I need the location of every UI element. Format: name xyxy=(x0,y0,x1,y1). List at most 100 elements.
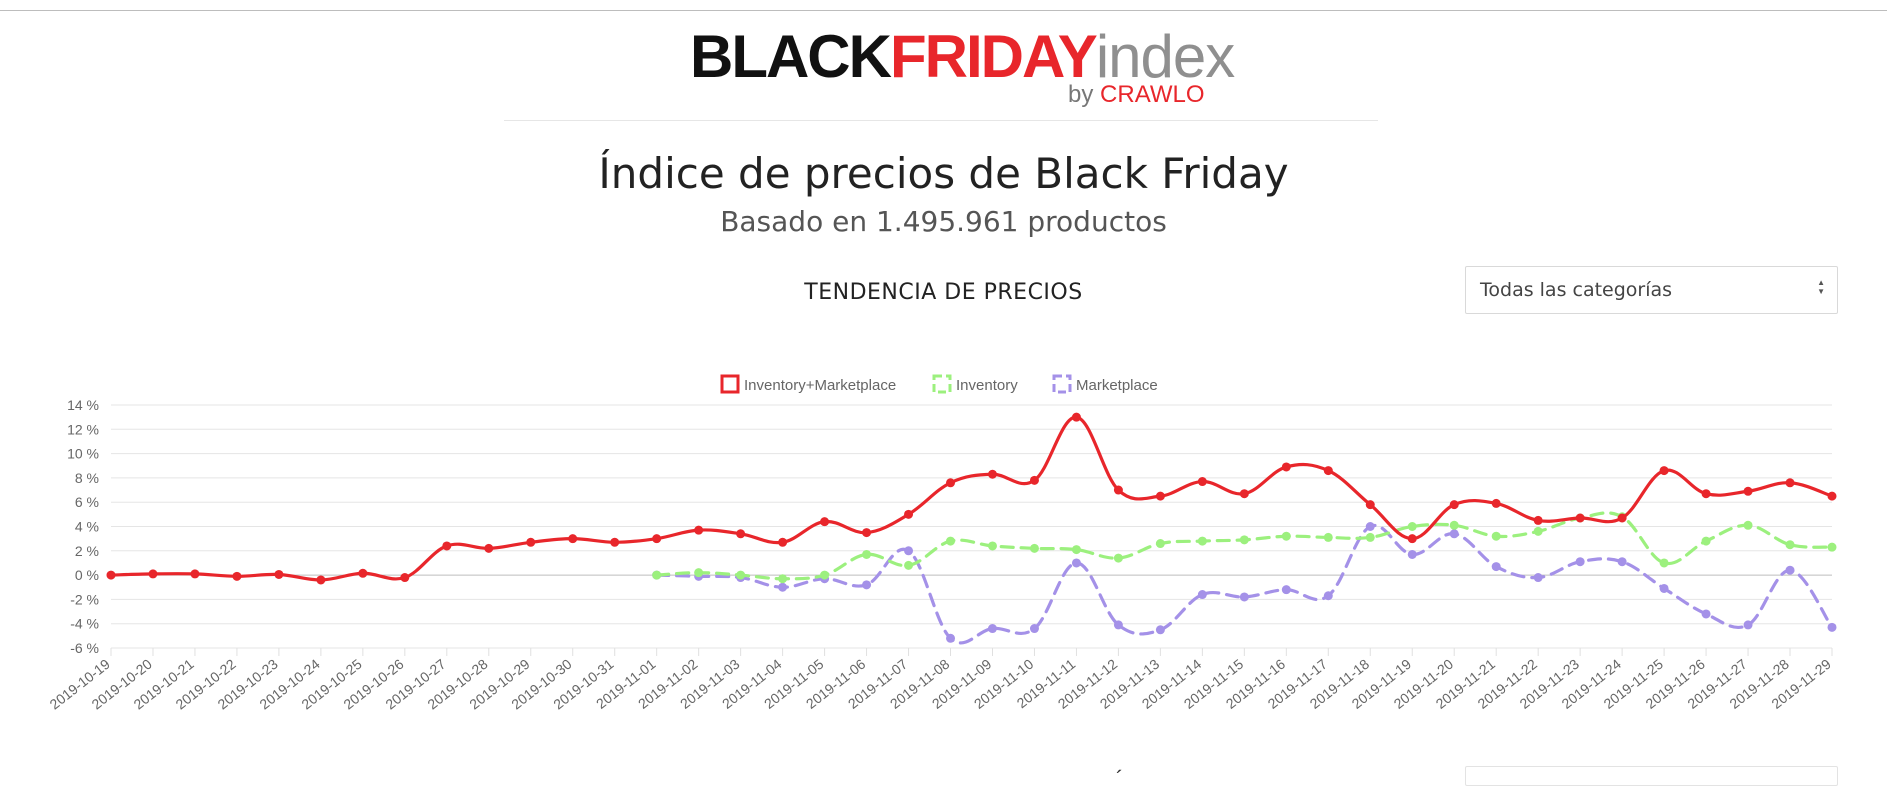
data-point xyxy=(1197,536,1207,546)
data-point xyxy=(987,469,997,479)
data-point xyxy=(946,536,956,546)
data-point xyxy=(778,574,788,584)
data-point xyxy=(820,570,830,580)
data-point xyxy=(442,541,452,551)
logo[interactable]: BLACKFRIDAYindex by CRAWLO xyxy=(690,22,1235,112)
data-point xyxy=(1533,526,1543,536)
data-point xyxy=(1281,462,1291,472)
y-tick-label: 0 % xyxy=(75,567,99,583)
data-point xyxy=(1449,529,1459,539)
data-point xyxy=(1323,466,1333,476)
data-point xyxy=(1365,522,1375,531)
page-title: Índice de precios de Black Friday xyxy=(598,149,1289,198)
logo-red-text: FRIDAY xyxy=(889,23,1098,90)
page-subtitle: Basado en 1.495.961 productos xyxy=(720,205,1167,238)
data-point xyxy=(1785,478,1795,488)
data-point xyxy=(274,569,284,579)
data-point xyxy=(1533,515,1543,525)
y-tick-label: 6 % xyxy=(75,494,99,510)
caret-down-icon: ▼ xyxy=(1817,287,1825,296)
legend-swatch xyxy=(1052,374,1072,394)
legend-label: Inventory xyxy=(956,377,1018,394)
next-section-title-fragment: ´ xyxy=(1116,766,1124,791)
y-tick-label: -2 % xyxy=(70,591,99,607)
data-point xyxy=(1407,534,1417,544)
data-point xyxy=(1113,620,1123,630)
data-point xyxy=(1071,558,1081,568)
data-point xyxy=(1239,592,1249,602)
data-point xyxy=(736,570,746,580)
data-point xyxy=(1533,573,1543,583)
data-point xyxy=(190,569,200,579)
data-point xyxy=(1029,475,1039,485)
data-point xyxy=(1701,609,1711,619)
caret-up-icon: ▲ xyxy=(1817,278,1825,287)
logo-brand-text: CRAWLO xyxy=(1100,81,1205,108)
data-point xyxy=(1575,557,1585,567)
data-point xyxy=(1743,486,1753,496)
data-point xyxy=(1155,539,1165,549)
y-tick-label: 8 % xyxy=(75,470,99,486)
data-point xyxy=(610,537,620,547)
data-point xyxy=(1827,622,1837,632)
data-point xyxy=(1113,485,1123,495)
logo-wordmark: BLACKFRIDAYindex xyxy=(690,22,1235,92)
data-point xyxy=(652,534,662,544)
data-point xyxy=(1281,585,1291,595)
data-point xyxy=(526,537,536,547)
data-point xyxy=(106,570,116,580)
legend-swatch xyxy=(932,374,952,394)
data-point xyxy=(1449,500,1459,510)
data-point xyxy=(1785,540,1795,550)
y-tick-label: 14 % xyxy=(67,397,99,413)
data-point xyxy=(946,633,956,643)
legend-label: Marketplace xyxy=(1076,377,1158,394)
data-point xyxy=(904,546,914,556)
logo-by-text: by xyxy=(1068,81,1094,108)
data-point xyxy=(1449,520,1459,530)
data-point xyxy=(1197,590,1207,600)
y-tick-label: 2 % xyxy=(75,543,99,559)
data-point xyxy=(1323,591,1333,601)
data-point xyxy=(1617,513,1627,523)
y-tick-label: -4 % xyxy=(70,616,99,632)
select-caret-icon: ▲ ▼ xyxy=(1817,278,1825,296)
data-point xyxy=(232,571,242,581)
data-point xyxy=(1365,500,1375,510)
section-title: TENDENCIA DE PRECIOS xyxy=(804,280,1083,305)
data-point xyxy=(316,575,326,585)
data-point xyxy=(862,580,872,590)
y-tick-label: 4 % xyxy=(75,519,99,535)
data-point xyxy=(1239,535,1249,545)
data-point xyxy=(358,568,368,578)
data-point xyxy=(862,549,872,559)
data-point xyxy=(1029,624,1039,634)
next-section-select[interactable] xyxy=(1465,766,1838,786)
data-point xyxy=(778,582,788,592)
data-point xyxy=(1491,531,1501,541)
data-point xyxy=(1827,542,1837,552)
data-point xyxy=(568,534,578,544)
data-point xyxy=(987,624,997,634)
data-point xyxy=(1365,532,1375,542)
data-point xyxy=(1617,557,1627,567)
data-point xyxy=(1071,412,1081,422)
data-point xyxy=(904,560,914,570)
data-point xyxy=(736,529,746,539)
logo-byline: by CRAWLO xyxy=(1068,80,1204,110)
series-line-inventory-marketplace xyxy=(109,415,1834,582)
data-point xyxy=(1701,536,1711,546)
data-point xyxy=(484,543,494,553)
data-point xyxy=(1659,558,1669,568)
data-point xyxy=(148,569,158,579)
data-point xyxy=(1197,477,1207,487)
data-point xyxy=(1701,489,1711,499)
legend-label: Inventory+Marketplace xyxy=(744,377,896,394)
data-point xyxy=(652,570,662,580)
legend-swatch xyxy=(720,374,740,394)
category-select[interactable]: Todas las categorías ▲ ▼ xyxy=(1465,266,1838,314)
data-point xyxy=(1113,553,1123,563)
data-point xyxy=(1743,520,1753,530)
data-point xyxy=(778,537,788,547)
data-point xyxy=(1155,491,1165,501)
